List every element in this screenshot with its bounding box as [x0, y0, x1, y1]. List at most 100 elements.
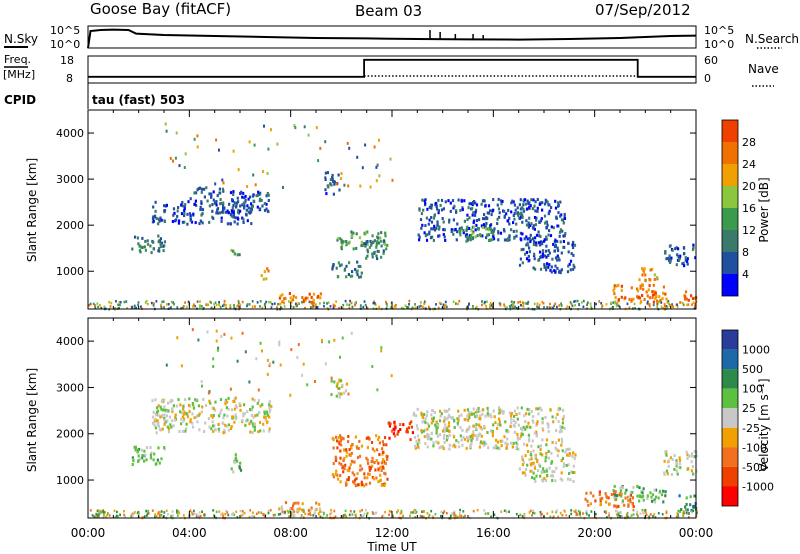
scatter-cell — [430, 206, 433, 210]
scatter-cell — [686, 456, 689, 460]
scatter-cell — [343, 448, 346, 452]
scatter-cell — [187, 200, 190, 204]
ground-cell — [239, 509, 242, 513]
scatter-cell — [695, 454, 698, 458]
scatter-cell — [527, 439, 531, 443]
scatter-cell — [420, 226, 423, 230]
ground-cell — [460, 514, 463, 518]
scatter-cell — [144, 239, 147, 243]
scatter-cell — [364, 244, 367, 248]
ground-cell — [351, 305, 354, 309]
ground-cell — [131, 512, 134, 516]
scatter-cell — [535, 233, 539, 237]
scatter-cell — [345, 240, 348, 243]
scatter-cell — [545, 255, 548, 259]
scatter-cell — [353, 481, 356, 485]
scatter-cell — [546, 223, 549, 227]
colorbar-swatch — [722, 408, 738, 428]
scatter-cell — [670, 256, 673, 260]
sparse-cell — [330, 376, 333, 380]
scatter-cell — [181, 429, 184, 433]
scatter-cell — [667, 459, 670, 463]
scatter-cell — [152, 219, 155, 223]
ground-cell — [608, 514, 610, 517]
scatter-cell — [250, 408, 254, 412]
scatter-cell — [549, 268, 552, 272]
scatter-cell — [253, 398, 256, 402]
sparse-cell — [217, 346, 220, 350]
scatter-cell — [560, 443, 563, 447]
sparse-cell — [341, 336, 344, 340]
scatter-cell — [174, 415, 177, 419]
ground-cell — [197, 515, 200, 518]
scatter-cell — [515, 222, 518, 226]
scatter-cell — [236, 459, 239, 463]
scatter-cell — [211, 209, 214, 213]
scatter-cell — [522, 207, 525, 211]
ground-cell — [536, 305, 539, 309]
scatter-cell — [572, 480, 575, 483]
scatter-cell — [201, 221, 204, 225]
scatter-cell — [238, 402, 241, 406]
scatter-cell — [310, 295, 313, 299]
scatter-cell — [157, 446, 160, 450]
scatter-cell — [571, 454, 574, 458]
sparse-cell — [296, 356, 299, 359]
scatter-cell — [515, 445, 518, 449]
ground-cell — [598, 300, 601, 303]
scatter-cell — [179, 403, 182, 407]
scatter-cell — [278, 507, 281, 511]
scatter-cell — [563, 245, 566, 249]
scatter-cell — [479, 233, 482, 237]
ground-cell — [195, 513, 198, 516]
scatter-cell — [156, 458, 159, 462]
scatter-cell — [246, 418, 249, 422]
scatter-cell — [382, 249, 385, 253]
scatter-cell — [331, 265, 334, 269]
scatter-cell — [359, 468, 362, 472]
scatter-cell — [393, 423, 396, 427]
scatter-cell — [467, 236, 470, 240]
sparse-cell — [262, 170, 265, 173]
scatter-cell — [492, 423, 495, 427]
ground-cell — [119, 303, 121, 307]
nave-right-tick-bottom: 0 — [704, 72, 711, 85]
scatter-cell — [369, 239, 372, 243]
scatter-cell — [550, 461, 553, 465]
scatter-cell — [368, 468, 371, 472]
ground-cell — [290, 300, 293, 304]
scatter-cell — [426, 207, 429, 211]
scatter-cell — [526, 207, 529, 211]
ground-cell — [646, 300, 649, 303]
scatter-cell — [527, 408, 530, 412]
scatter-cell — [456, 222, 459, 226]
ground-cell — [338, 306, 340, 310]
scatter-cell — [558, 234, 561, 238]
scatter-cell — [613, 292, 616, 296]
scatter-cell — [212, 407, 215, 411]
scatter-cell — [545, 220, 548, 224]
scatter-cell — [642, 268, 645, 272]
ground-cell — [431, 515, 434, 518]
ground-cell — [292, 515, 295, 518]
ground-cell — [442, 303, 445, 306]
scatter-cell — [463, 418, 466, 422]
scatter-cell — [141, 245, 144, 249]
scatter-cell — [660, 493, 664, 497]
scatter-cell — [448, 218, 451, 222]
scatter-cell — [629, 500, 632, 504]
scatter-cell — [241, 419, 244, 422]
ground-cell — [354, 303, 356, 306]
scatter-cell — [560, 437, 563, 441]
scatter-cell — [526, 241, 529, 245]
ground-cell — [644, 508, 647, 512]
ground-cell — [133, 511, 136, 514]
scatter-cell — [163, 422, 166, 426]
ground-cell — [523, 513, 526, 516]
scatter-cell — [572, 464, 575, 468]
ground-cell — [636, 513, 638, 516]
ground-cell — [201, 510, 203, 513]
scatter-cell — [522, 460, 525, 464]
scatter-cell — [435, 420, 438, 424]
ground-cell — [633, 302, 636, 306]
